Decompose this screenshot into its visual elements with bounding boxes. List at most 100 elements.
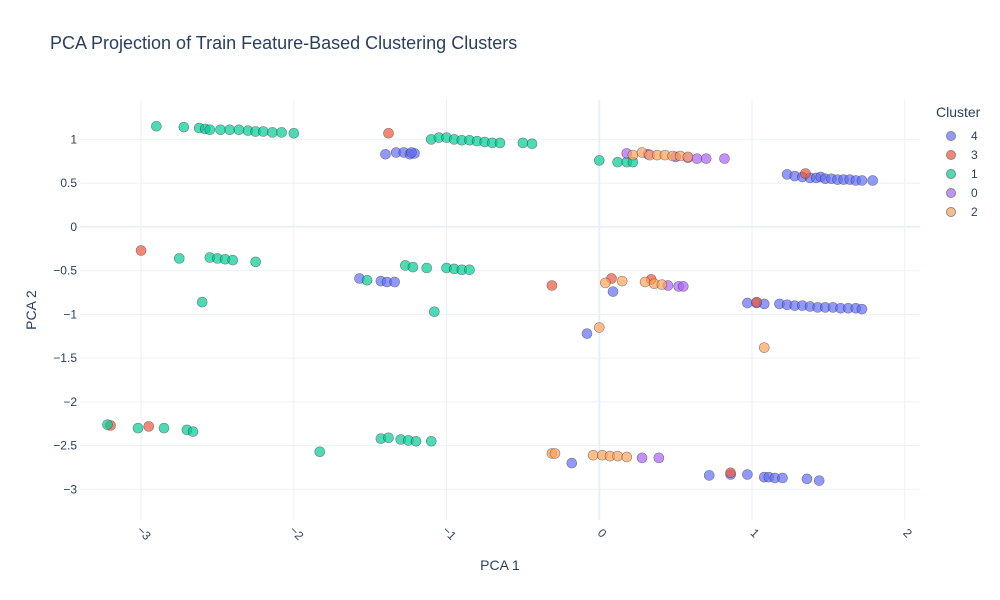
- chart-title: PCA Projection of Train Feature-Based Cl…: [50, 33, 518, 53]
- data-point-cluster-1: [196, 296, 208, 308]
- data-point-cluster-2: [682, 151, 694, 163]
- data-point-cluster-3: [383, 127, 394, 139]
- data-point-cluster-1: [224, 124, 235, 136]
- legend-marker: [946, 130, 956, 141]
- data-point-cluster-1: [276, 127, 287, 138]
- data-point-cluster-1: [526, 138, 538, 150]
- data-point-cluster-1: [612, 156, 623, 168]
- data-point-cluster-1: [250, 256, 261, 268]
- y-tick-label: −2: [63, 395, 77, 409]
- data-point-cluster-4: [856, 303, 868, 315]
- y-tick-label: −2.5: [53, 439, 77, 453]
- data-point-cluster-1: [361, 274, 373, 286]
- data-point-cluster-1: [267, 127, 278, 138]
- data-point-cluster-1: [173, 253, 185, 264]
- data-point-cluster-2: [758, 342, 770, 353]
- data-point-cluster-3: [725, 467, 736, 479]
- x-tick-label: −2: [287, 523, 307, 543]
- data-point-cluster-4: [742, 469, 753, 480]
- data-point-cluster-0: [700, 153, 712, 164]
- legend-label: 2: [971, 204, 978, 219]
- legend-item-cluster-4[interactable]: 4: [936, 126, 996, 145]
- y-tick-label: −0.5: [53, 264, 77, 278]
- data-point-cluster-1: [517, 137, 529, 149]
- x-tick-label: −3: [134, 523, 154, 543]
- data-point-cluster-3: [800, 168, 811, 179]
- legend-item-cluster-0[interactable]: 0: [936, 183, 996, 202]
- legend-label: 4: [971, 128, 978, 143]
- data-point-cluster-2: [549, 448, 561, 459]
- data-point-cluster-2: [600, 277, 611, 289]
- data-point-cluster-2: [621, 451, 633, 463]
- legend-title: Cluster: [936, 104, 981, 120]
- data-point-cluster-4: [703, 470, 715, 481]
- legend: Cluster 4 3 1 0 2: [936, 104, 996, 221]
- data-point-cluster-4: [777, 472, 788, 484]
- data-point-cluster-1: [178, 121, 190, 133]
- data-point-cluster-2: [627, 149, 639, 161]
- legend-item-cluster-1[interactable]: 1: [936, 164, 996, 183]
- data-point-cluster-1: [494, 137, 506, 149]
- data-point-cluster-4: [813, 475, 825, 486]
- data-point-cluster-2: [656, 279, 668, 290]
- x-tick-label: 2: [900, 526, 915, 541]
- data-point-cluster-2: [612, 450, 623, 462]
- data-point-cluster-4: [389, 276, 400, 288]
- data-point-cluster-1: [421, 262, 432, 274]
- data-point-cluster-4: [742, 297, 753, 309]
- x-tick-label: 1: [748, 526, 763, 541]
- x-axis-title: PCA 1: [480, 557, 520, 573]
- data-point-cluster-1: [204, 124, 216, 136]
- data-point-cluster-1: [158, 422, 170, 434]
- y-tick-label: 1: [70, 132, 77, 146]
- legend-marker: [946, 206, 956, 217]
- y-tick-label: −3: [63, 482, 77, 496]
- data-point-cluster-0: [636, 452, 648, 464]
- data-point-cluster-1: [410, 435, 422, 447]
- legend-label: 0: [971, 185, 978, 200]
- data-point-cluster-2: [593, 322, 605, 333]
- legend-label: 3: [971, 147, 978, 162]
- legend-marker: [946, 149, 956, 160]
- data-point-cluster-1: [257, 126, 269, 137]
- data-point-cluster-0: [691, 153, 703, 164]
- data-point-cluster-1: [215, 124, 226, 136]
- data-point-cluster-3: [135, 245, 147, 256]
- data-point-cluster-1: [429, 306, 440, 318]
- data-point-cluster-4: [867, 175, 878, 186]
- data-point-cluster-0: [719, 153, 730, 164]
- legend-marker: [946, 187, 956, 198]
- legend-item-cluster-2[interactable]: 2: [936, 202, 996, 221]
- y-tick-label: −1: [63, 307, 77, 321]
- data-point-cluster-4: [856, 175, 868, 186]
- legend-label: 1: [971, 166, 978, 181]
- data-point-cluster-0: [677, 281, 689, 292]
- data-point-cluster-1: [464, 264, 475, 276]
- data-point-cluster-3: [143, 421, 155, 432]
- data-point-cluster-3: [546, 280, 558, 291]
- data-point-cluster-1: [407, 261, 419, 273]
- data-point-cluster-4: [566, 457, 578, 469]
- y-tick-label: 0: [70, 220, 77, 234]
- x-tick-label: 0: [595, 526, 610, 541]
- data-point-cluster-2: [587, 449, 599, 461]
- legend-marker: [946, 168, 956, 179]
- data-point-cluster-1: [425, 435, 437, 447]
- data-point-cluster-1: [227, 254, 239, 266]
- data-point-cluster-4: [406, 147, 417, 158]
- data-point-cluster-1: [187, 426, 199, 437]
- data-point-cluster-3: [751, 296, 762, 308]
- data-point-cluster-1: [288, 127, 300, 139]
- y-tick-label: −1.5: [53, 351, 77, 365]
- data-point-cluster-1: [151, 120, 162, 132]
- data-point-cluster-1: [314, 446, 326, 458]
- legend-item-cluster-3[interactable]: 3: [936, 145, 996, 164]
- y-tick-label: 0.5: [60, 176, 77, 190]
- data-point-cluster-4: [801, 473, 813, 485]
- data-point-cluster-1: [593, 155, 605, 166]
- data-point-cluster-4: [380, 148, 391, 160]
- data-point-cluster-1: [132, 422, 144, 434]
- x-tick-label: −1: [440, 523, 460, 543]
